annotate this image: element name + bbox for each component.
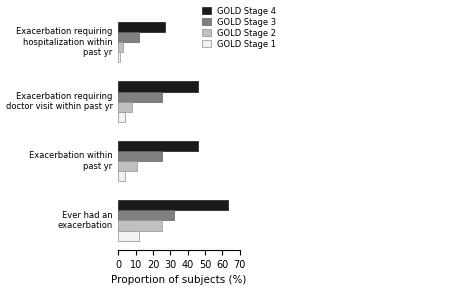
X-axis label: Proportion of subjects (%): Proportion of subjects (%)	[111, 276, 246, 285]
Bar	[118, 200, 228, 210]
Bar	[118, 92, 162, 102]
Bar	[118, 42, 123, 52]
Bar	[118, 230, 139, 241]
Bar	[118, 171, 125, 181]
Bar	[118, 22, 165, 32]
Legend: GOLD Stage 4, GOLD Stage 3, GOLD Stage 2, GOLD Stage 1: GOLD Stage 4, GOLD Stage 3, GOLD Stage 2…	[201, 5, 278, 50]
Bar	[118, 141, 198, 151]
Bar	[118, 221, 162, 230]
Bar	[118, 52, 120, 63]
Bar	[118, 112, 125, 122]
Bar	[118, 210, 174, 221]
Bar	[118, 102, 132, 112]
Bar	[118, 32, 139, 42]
Bar	[118, 81, 198, 92]
Bar	[118, 161, 137, 171]
Bar	[118, 151, 162, 161]
